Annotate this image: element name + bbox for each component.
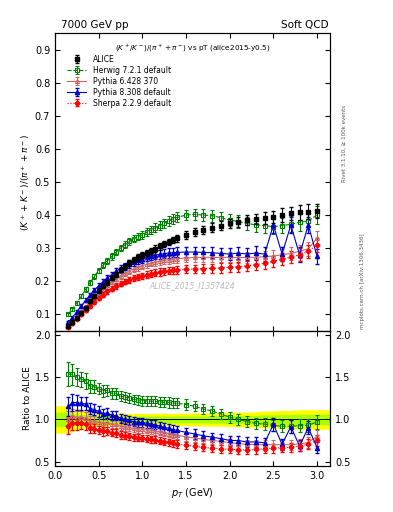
Y-axis label: Ratio to ALICE: Ratio to ALICE	[23, 367, 32, 430]
Text: $(K^+/K^-)/(\pi^++\pi^-)$ vs pT (alice2015-y0.5): $(K^+/K^-)/(\pi^++\pi^-)$ vs pT (alice20…	[115, 42, 270, 53]
Y-axis label: $(K^+ + K^-)/(\pi^++\pi^-)$: $(K^+ + K^-)/(\pi^++\pi^-)$	[19, 134, 32, 230]
Text: mcplots.cern.ch [arXiv:1306.3436]: mcplots.cern.ch [arXiv:1306.3436]	[360, 234, 365, 329]
Text: Soft QCD: Soft QCD	[281, 20, 328, 31]
X-axis label: $p_T$ (GeV): $p_T$ (GeV)	[171, 486, 214, 500]
Text: ALICE_2015_I1357424: ALICE_2015_I1357424	[150, 282, 235, 291]
Legend: ALICE, Herwig 7.2.1 default, Pythia 6.428 370, Pythia 8.308 default, Sherpa 2.2.: ALICE, Herwig 7.2.1 default, Pythia 6.42…	[64, 52, 174, 111]
Text: 7000 GeV pp: 7000 GeV pp	[61, 20, 129, 31]
Text: Rivet 3.1.10, ≥ 100k events: Rivet 3.1.10, ≥ 100k events	[342, 105, 347, 182]
